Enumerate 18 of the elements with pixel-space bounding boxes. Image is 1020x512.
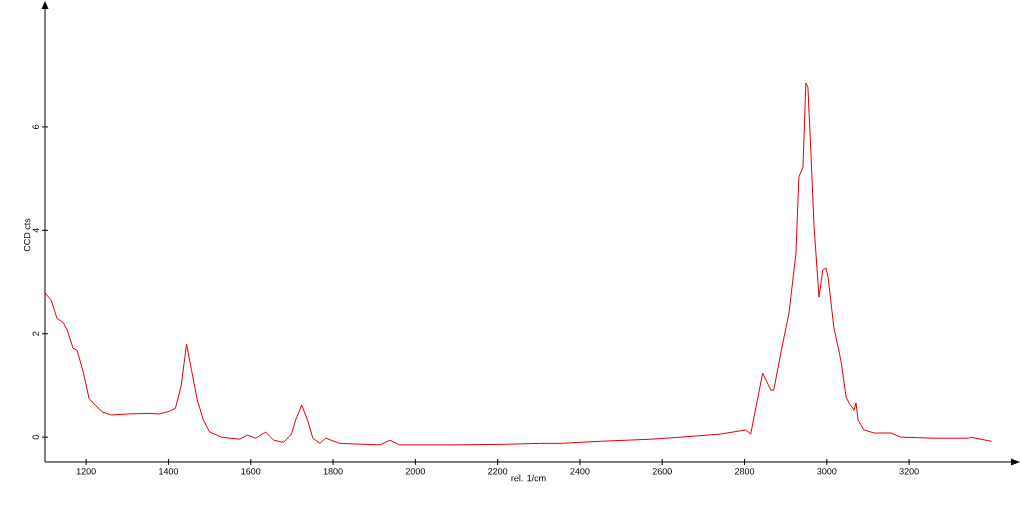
y-tick-label: 0 <box>32 435 39 440</box>
x-tick-label: 3200 <box>899 468 919 475</box>
y-tick-label: 4 <box>32 228 39 233</box>
x-tick-label: 1200 <box>76 468 96 475</box>
x-tick-label: 2000 <box>405 468 425 475</box>
x-tick-label: 2400 <box>570 468 590 475</box>
x-tick-label: 2600 <box>652 468 672 475</box>
x-tick-label: 1800 <box>323 468 343 475</box>
y-tick-label: 6 <box>32 124 39 129</box>
x-axis-title: rel. 1/cm <box>511 474 546 482</box>
line-series <box>44 82 992 446</box>
x-tick-label: 2800 <box>735 468 755 475</box>
x-tick-label: 3000 <box>817 468 837 475</box>
x-tick-label: 2200 <box>488 468 508 475</box>
y-axis-title: CCD cts <box>23 218 31 252</box>
y-tick-label: 2 <box>32 331 39 336</box>
x-tick-label: 1600 <box>241 468 261 475</box>
x-tick-label: 1400 <box>159 468 179 475</box>
